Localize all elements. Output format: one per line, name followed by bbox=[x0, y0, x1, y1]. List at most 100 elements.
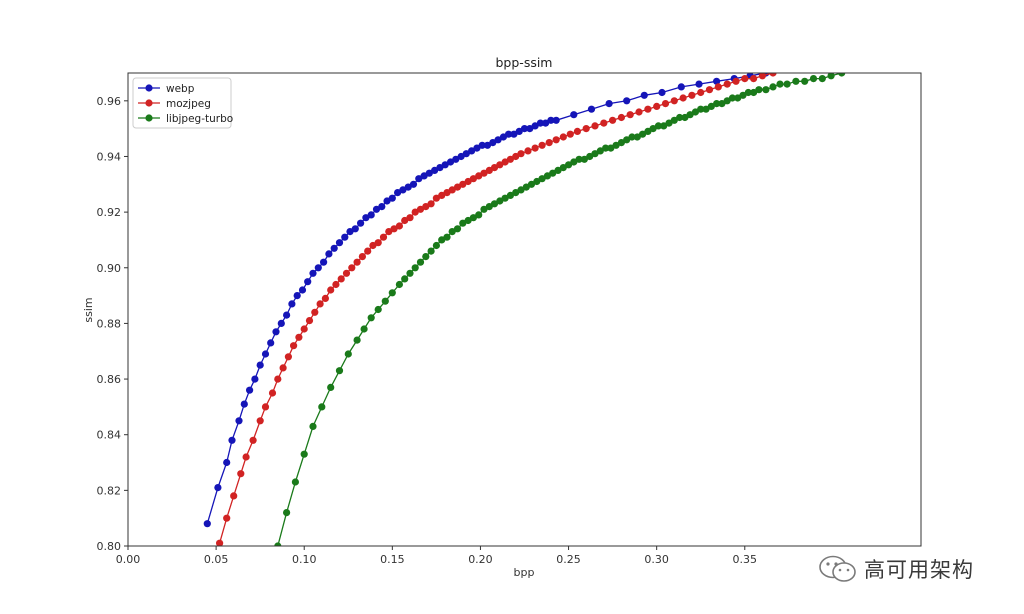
data-point bbox=[517, 150, 525, 158]
data-point bbox=[346, 228, 354, 236]
data-point bbox=[284, 353, 292, 361]
wechat-icon bbox=[819, 555, 856, 582]
data-point bbox=[459, 180, 467, 188]
data-point bbox=[536, 119, 545, 127]
data-point bbox=[713, 77, 721, 85]
data-point bbox=[501, 194, 509, 202]
data-point bbox=[283, 508, 291, 517]
series-mozjpeg bbox=[216, 73, 777, 546]
x-tick-label: 0.15 bbox=[380, 553, 405, 566]
data-point bbox=[427, 247, 435, 255]
data-point bbox=[490, 200, 499, 208]
data-point bbox=[506, 155, 514, 163]
data-point bbox=[734, 94, 742, 102]
data-point bbox=[411, 208, 419, 216]
data-point bbox=[483, 141, 492, 149]
data-point bbox=[353, 258, 361, 266]
data-point bbox=[526, 125, 534, 133]
data-point bbox=[591, 150, 599, 158]
data-point bbox=[697, 88, 705, 97]
data-point bbox=[818, 75, 826, 83]
data-point bbox=[240, 400, 248, 408]
data-point bbox=[441, 161, 449, 169]
data-point bbox=[214, 484, 222, 492]
data-point bbox=[783, 80, 791, 88]
data-point bbox=[496, 197, 504, 205]
data-point bbox=[235, 417, 243, 425]
data-point bbox=[452, 155, 460, 163]
data-point bbox=[401, 275, 409, 283]
legend-marker bbox=[145, 84, 153, 92]
data-point bbox=[320, 258, 328, 266]
data-point bbox=[274, 542, 282, 546]
data-point bbox=[436, 164, 444, 172]
data-point bbox=[344, 350, 352, 358]
data-point bbox=[228, 436, 236, 444]
data-point bbox=[388, 289, 396, 297]
legend-item-webp: webp bbox=[138, 83, 195, 95]
legend-item-libjpeg-turbo: libjpeg-turbo bbox=[138, 113, 233, 125]
data-point bbox=[750, 88, 758, 97]
data-point bbox=[325, 250, 333, 258]
y-tick-label: 0.80 bbox=[97, 540, 122, 553]
data-point bbox=[295, 333, 303, 341]
data-point bbox=[249, 436, 257, 444]
y-tick-label: 0.88 bbox=[97, 317, 122, 330]
data-point bbox=[395, 280, 403, 289]
data-point bbox=[554, 166, 562, 174]
data-point bbox=[438, 236, 446, 244]
legend-label: mozjpeg bbox=[166, 98, 211, 110]
data-point bbox=[628, 133, 636, 141]
data-point bbox=[542, 119, 550, 127]
data-point bbox=[216, 539, 224, 546]
x-tick-label: 0.35 bbox=[733, 553, 758, 566]
plot-area bbox=[203, 73, 846, 546]
data-point bbox=[290, 342, 298, 350]
data-point bbox=[587, 105, 596, 113]
data-point bbox=[468, 147, 476, 155]
data-point bbox=[496, 161, 504, 169]
data-point bbox=[374, 305, 382, 314]
data-point bbox=[714, 83, 722, 91]
data-point bbox=[547, 116, 555, 124]
data-point bbox=[559, 164, 567, 172]
data-point bbox=[475, 172, 483, 180]
data-point bbox=[351, 225, 359, 233]
data-point bbox=[277, 319, 285, 327]
data-point bbox=[570, 111, 578, 119]
data-point bbox=[304, 278, 312, 286]
data-point bbox=[318, 403, 326, 411]
data-point bbox=[723, 80, 731, 88]
data-point bbox=[383, 197, 391, 205]
data-point bbox=[261, 403, 270, 411]
series-line-libjpeg-turbo bbox=[277, 73, 842, 546]
data-point bbox=[283, 311, 291, 319]
data-point bbox=[679, 94, 687, 102]
data-point bbox=[552, 116, 560, 124]
legend-marker bbox=[145, 114, 153, 122]
y-tick-label: 0.94 bbox=[97, 150, 122, 163]
data-point bbox=[367, 211, 375, 219]
data-point bbox=[801, 77, 809, 85]
data-point bbox=[268, 389, 277, 397]
data-point bbox=[744, 88, 752, 97]
data-point bbox=[353, 336, 361, 344]
chart-title: bpp-ssim bbox=[496, 55, 553, 70]
data-point bbox=[394, 189, 402, 197]
data-point bbox=[261, 350, 270, 358]
data-point bbox=[411, 264, 419, 272]
data-point bbox=[501, 158, 509, 166]
data-point bbox=[691, 108, 700, 116]
data-point bbox=[357, 219, 365, 227]
data-point bbox=[552, 136, 560, 144]
plot-frame bbox=[127, 72, 922, 547]
data-point bbox=[404, 183, 412, 191]
data-point bbox=[390, 225, 398, 233]
data-point bbox=[602, 144, 610, 152]
data-point bbox=[443, 233, 451, 241]
legend-marker bbox=[145, 99, 153, 107]
data-point bbox=[311, 308, 319, 316]
data-point bbox=[379, 233, 388, 241]
data-point bbox=[358, 253, 366, 261]
data-point bbox=[596, 147, 604, 155]
